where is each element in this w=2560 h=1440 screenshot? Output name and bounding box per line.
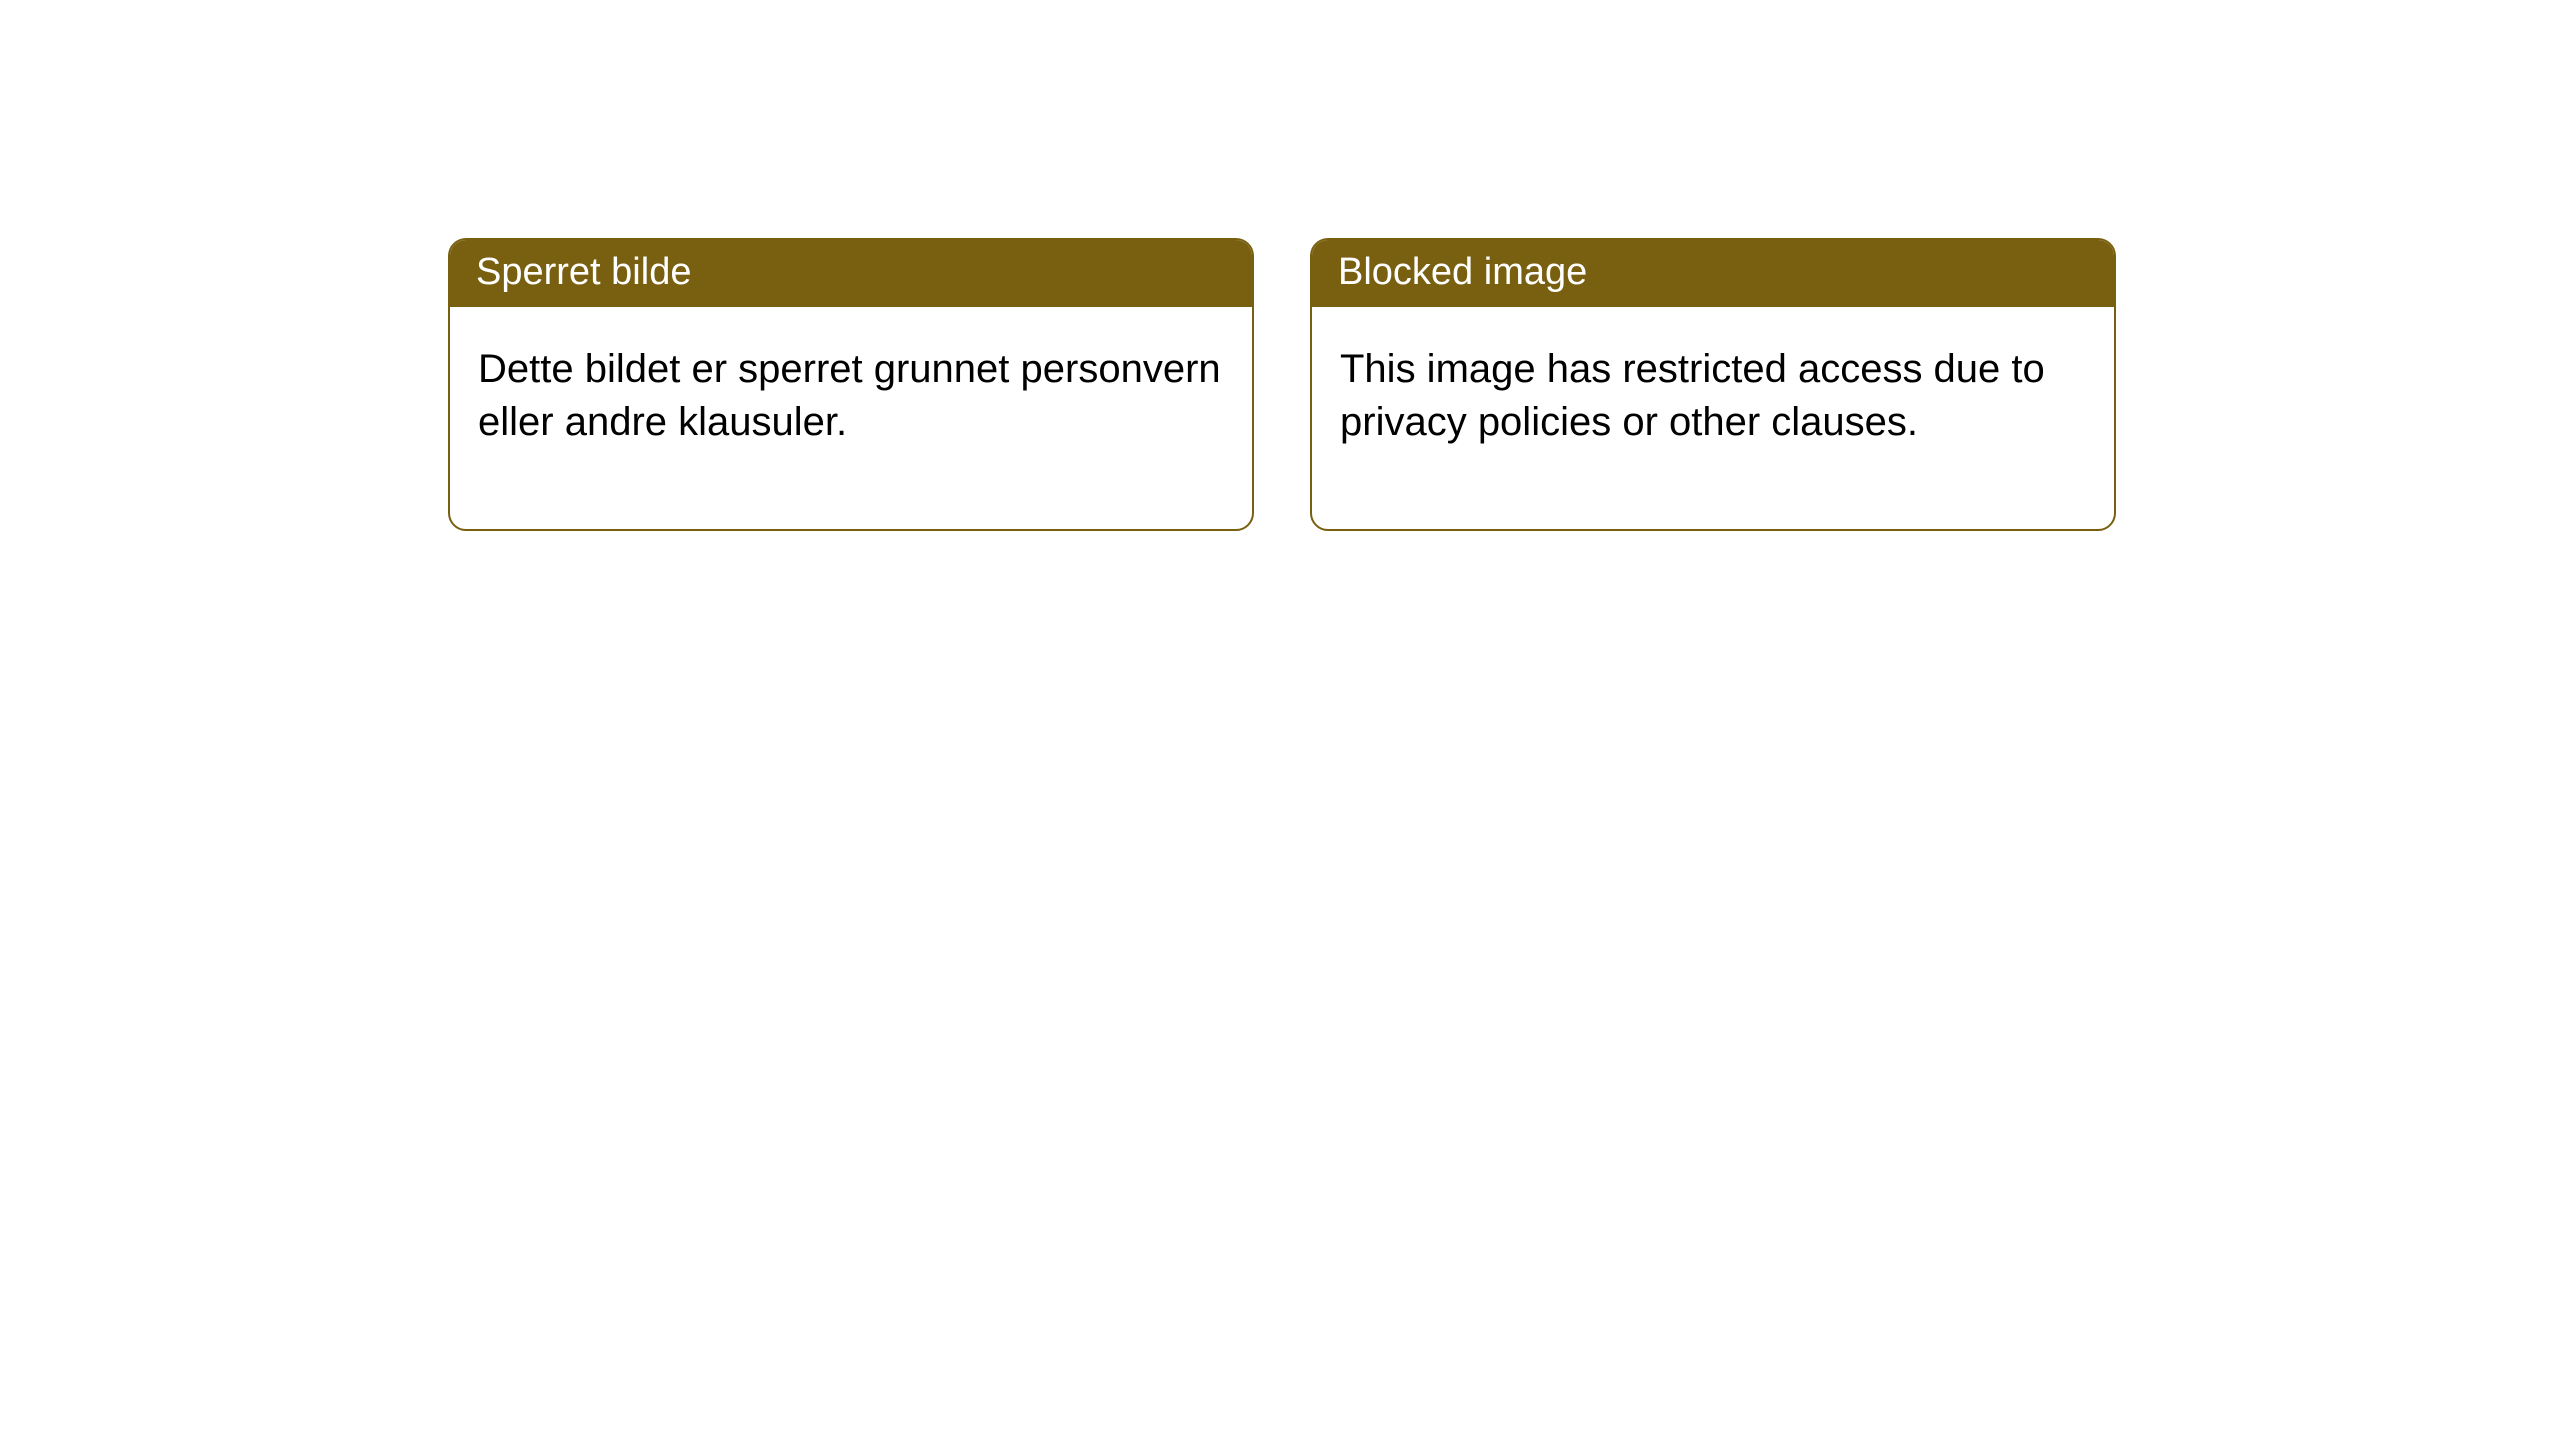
notice-box-english: Blocked image This image has restricted … [1310,238,2116,531]
notice-header: Sperret bilde [450,240,1252,307]
notice-body: Dette bildet er sperret grunnet personve… [450,307,1252,529]
notice-body: This image has restricted access due to … [1312,307,2114,529]
notice-header: Blocked image [1312,240,2114,307]
notice-body-text: This image has restricted access due to … [1340,347,2045,444]
notice-title: Sperret bilde [476,251,691,293]
notice-body-text: Dette bildet er sperret grunnet personve… [478,347,1221,444]
notice-box-norwegian: Sperret bilde Dette bildet er sperret gr… [448,238,1254,531]
notice-container: Sperret bilde Dette bildet er sperret gr… [0,0,2560,531]
notice-title: Blocked image [1338,251,1587,293]
